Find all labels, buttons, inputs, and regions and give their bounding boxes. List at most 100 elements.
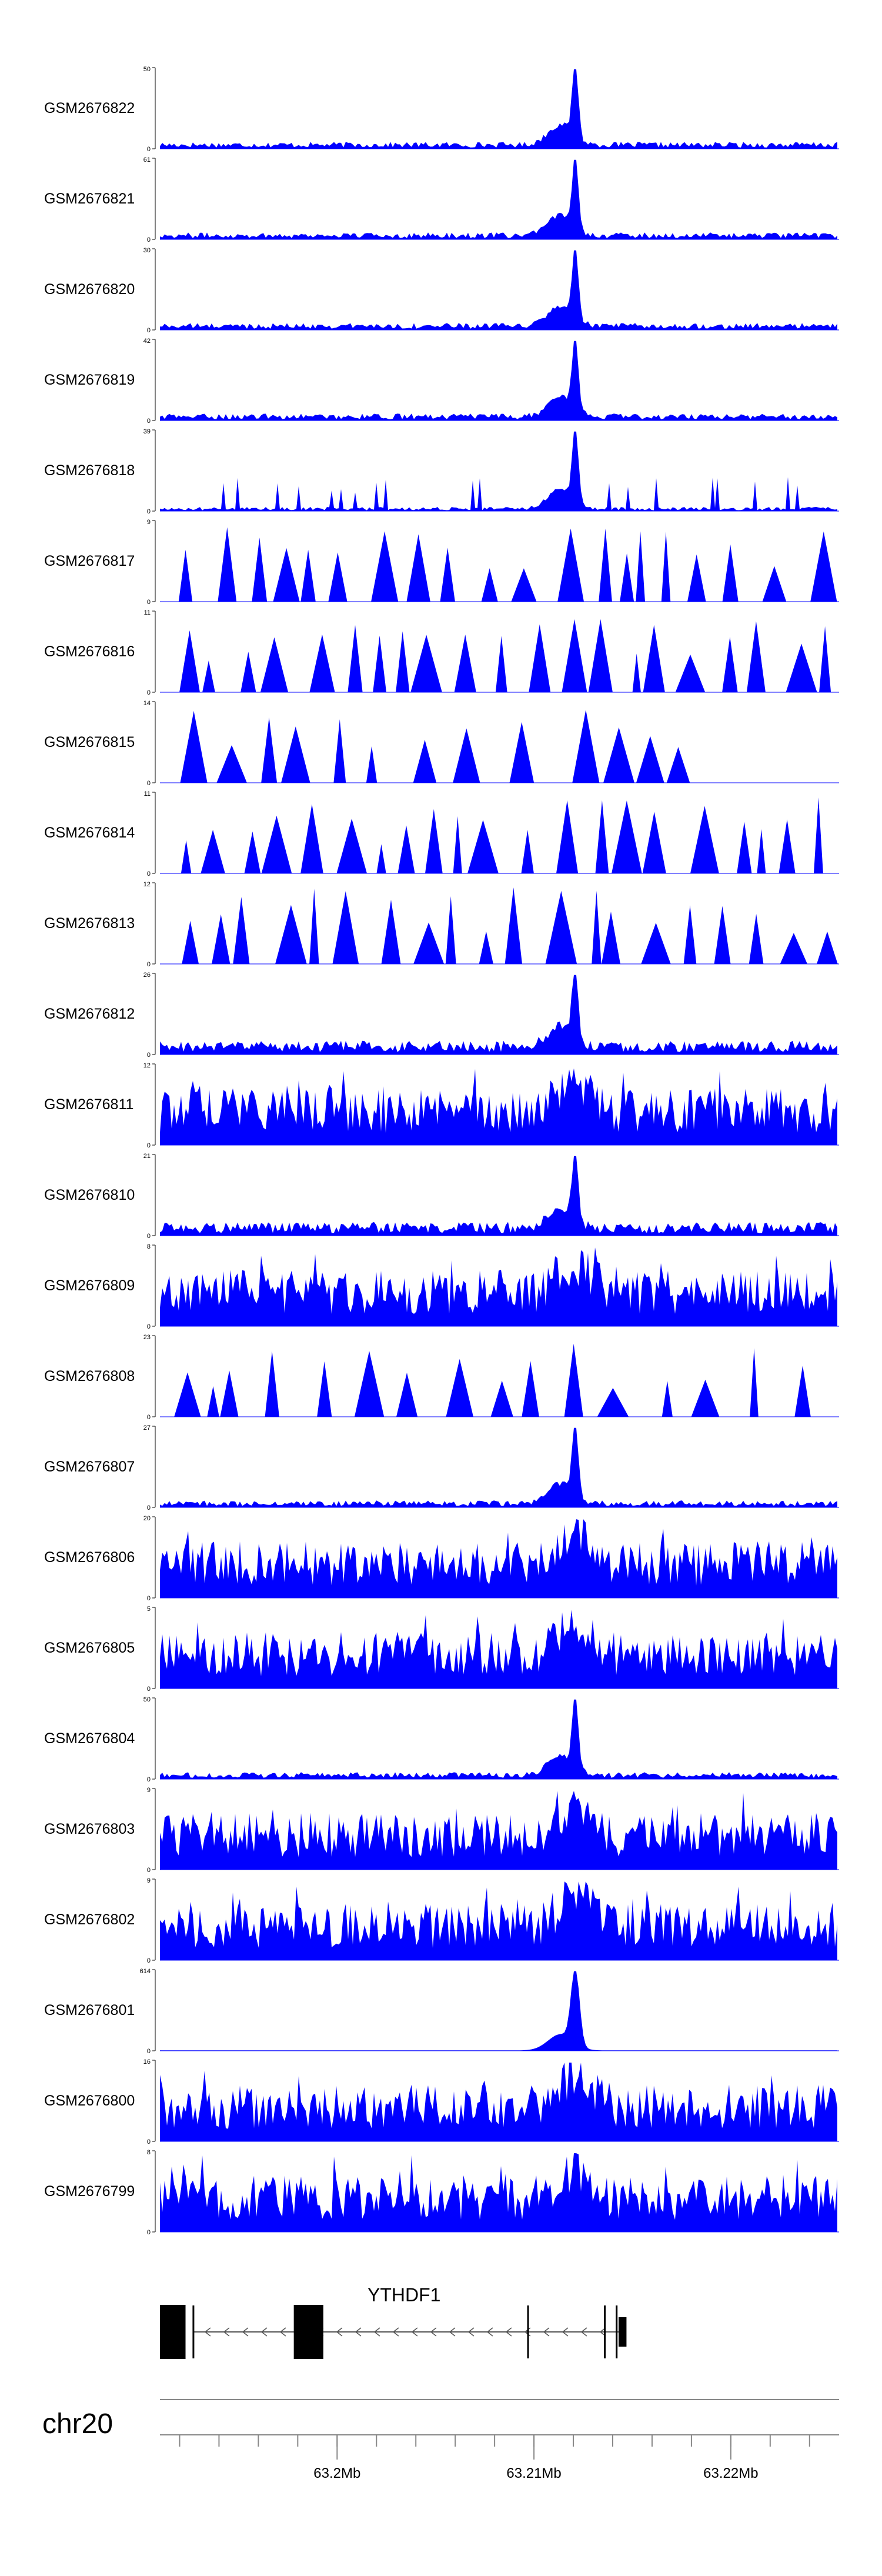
y-max-label: 27 — [143, 1424, 151, 1432]
strand-arrow — [543, 2327, 550, 2337]
track-label: GSM2676799 — [44, 2183, 135, 2200]
y-min-label: 0 — [147, 689, 151, 696]
track-GSM2676819: GSM2676819 42 0 — [44, 338, 839, 425]
track-label: GSM2676812 — [44, 1006, 135, 1022]
track-label: GSM2676804 — [44, 1730, 135, 1747]
track-label: GSM2676821 — [44, 191, 135, 207]
coverage-area — [160, 1699, 837, 1779]
track-GSM2676810: GSM2676810 21 0 — [44, 1153, 839, 1240]
coverage-area — [160, 1427, 837, 1507]
strand-arrow — [355, 2327, 362, 2337]
track-label: GSM2676810 — [44, 1187, 135, 1203]
y-min-label: 0 — [147, 1595, 151, 1602]
coverage-area — [160, 1881, 837, 1960]
coverage-area — [160, 1610, 837, 1689]
y-min-label: 0 — [147, 1776, 151, 1783]
strand-arrow — [242, 2327, 249, 2337]
y-max-label: 23 — [143, 1334, 151, 1341]
strand-arrow — [599, 2327, 606, 2337]
y-max-label: 8 — [147, 1243, 151, 1250]
y-min-label: 0 — [147, 418, 151, 425]
strand-arrow — [467, 2327, 475, 2337]
track-GSM2676816: GSM2676816 11 0 — [44, 609, 839, 696]
y-max-label: 8 — [147, 2149, 151, 2156]
track-GSM2676809: GSM2676809 8 0 — [44, 1243, 839, 1330]
track-GSM2676808: GSM2676808 23 0 — [44, 1334, 841, 1421]
strand-arrow — [505, 2327, 512, 2337]
track-GSM2676807: GSM2676807 27 0 — [44, 1424, 839, 1511]
y-max-label: 9 — [147, 519, 151, 526]
y-min-label: 0 — [147, 1142, 151, 1149]
y-max-label: 11 — [144, 790, 151, 798]
y-max-label: 5 — [147, 1606, 151, 1613]
axis-tick-label: 63.21Mb — [506, 2465, 561, 2481]
track-label: GSM2676820 — [44, 281, 135, 298]
strand-arrow — [411, 2327, 418, 2337]
y-min-label: 0 — [147, 599, 151, 606]
y-min-label: 0 — [147, 2048, 151, 2055]
strand-arrow — [260, 2327, 268, 2337]
track-GSM2676821: GSM2676821 61 0 — [44, 156, 839, 243]
strand-arrow — [336, 2327, 343, 2337]
y-min-label: 0 — [147, 2138, 151, 2145]
y-max-label: 9 — [147, 1787, 151, 1794]
track-GSM2676800: GSM2676800 16 0 — [44, 2058, 839, 2145]
coverage-area — [160, 1247, 837, 1326]
coverage-area — [160, 1971, 837, 2051]
track-GSM2676805: GSM2676805 5 0 — [44, 1606, 839, 1693]
track-label: GSM2676809 — [44, 1277, 135, 1294]
track-label: GSM2676819 — [44, 372, 135, 388]
coverage-area — [160, 1791, 837, 1870]
coverage-area — [182, 887, 838, 964]
coverage-area — [160, 1156, 837, 1236]
y-min-label: 0 — [147, 327, 151, 334]
y-min-label: 0 — [147, 1867, 151, 1874]
strand-arrow — [279, 2327, 286, 2337]
y-max-label: 26 — [143, 972, 151, 979]
track-label: GSM2676803 — [44, 1821, 135, 1837]
exon-block — [293, 2305, 323, 2359]
y-min-label: 0 — [147, 236, 151, 243]
y-max-label: 614 — [140, 1968, 151, 1975]
axis-tick-label: 63.22Mb — [703, 2465, 758, 2481]
track-GSM2676811: GSM2676811 12 0 — [44, 1062, 839, 1149]
coverage-area — [181, 797, 843, 873]
coverage-tracks: GSM2676822500GSM2676821610GSM2676820300G… — [44, 66, 858, 2236]
track-GSM2676817: GSM2676817 9 0 — [44, 519, 858, 606]
y-max-label: 20 — [143, 1515, 151, 1522]
y-min-label: 0 — [147, 508, 151, 515]
y-min-label: 0 — [147, 1686, 151, 1693]
y-max-label: 9 — [147, 1877, 151, 1884]
track-GSM2676799: GSM2676799 8 0 — [44, 2149, 839, 2236]
gene-name-label: YTHDF1 — [368, 2284, 440, 2305]
track-GSM2676815: GSM2676815 14 0 — [44, 700, 839, 787]
y-min-label: 0 — [147, 1414, 151, 1421]
track-GSM2676820: GSM2676820 30 0 — [44, 247, 839, 334]
y-max-label: 50 — [143, 1696, 151, 1703]
y-min-label: 0 — [147, 1233, 151, 1240]
strand-arrow — [580, 2327, 587, 2337]
y-max-label: 21 — [143, 1153, 151, 1160]
y-min-label: 0 — [147, 870, 151, 877]
strand-arrow — [373, 2327, 380, 2337]
coverage-area — [160, 1519, 837, 1598]
strand-arrow — [562, 2327, 569, 2337]
y-max-label: 61 — [143, 156, 151, 163]
strand-arrow — [486, 2327, 493, 2337]
y-min-label: 0 — [147, 2229, 151, 2236]
y-max-label: 50 — [143, 66, 151, 73]
track-GSM2676802: GSM2676802 9 0 — [44, 1877, 839, 1964]
track-label: GSM2676814 — [44, 825, 135, 841]
exon-block — [619, 2317, 627, 2347]
coverage-area — [160, 431, 837, 511]
track-GSM2676812: GSM2676812 26 0 — [44, 972, 839, 1059]
track-label: GSM2676806 — [44, 1549, 135, 1566]
track-label: GSM2676818 — [44, 462, 135, 479]
track-label: GSM2676802 — [44, 1911, 135, 1928]
track-GSM2676822: GSM2676822 50 0 — [44, 66, 839, 153]
strand-arrow — [223, 2327, 230, 2337]
strand-arrow — [392, 2327, 399, 2337]
track-GSM2676806: GSM2676806 20 0 — [44, 1515, 839, 1602]
track-label: GSM2676801 — [44, 2002, 135, 2018]
